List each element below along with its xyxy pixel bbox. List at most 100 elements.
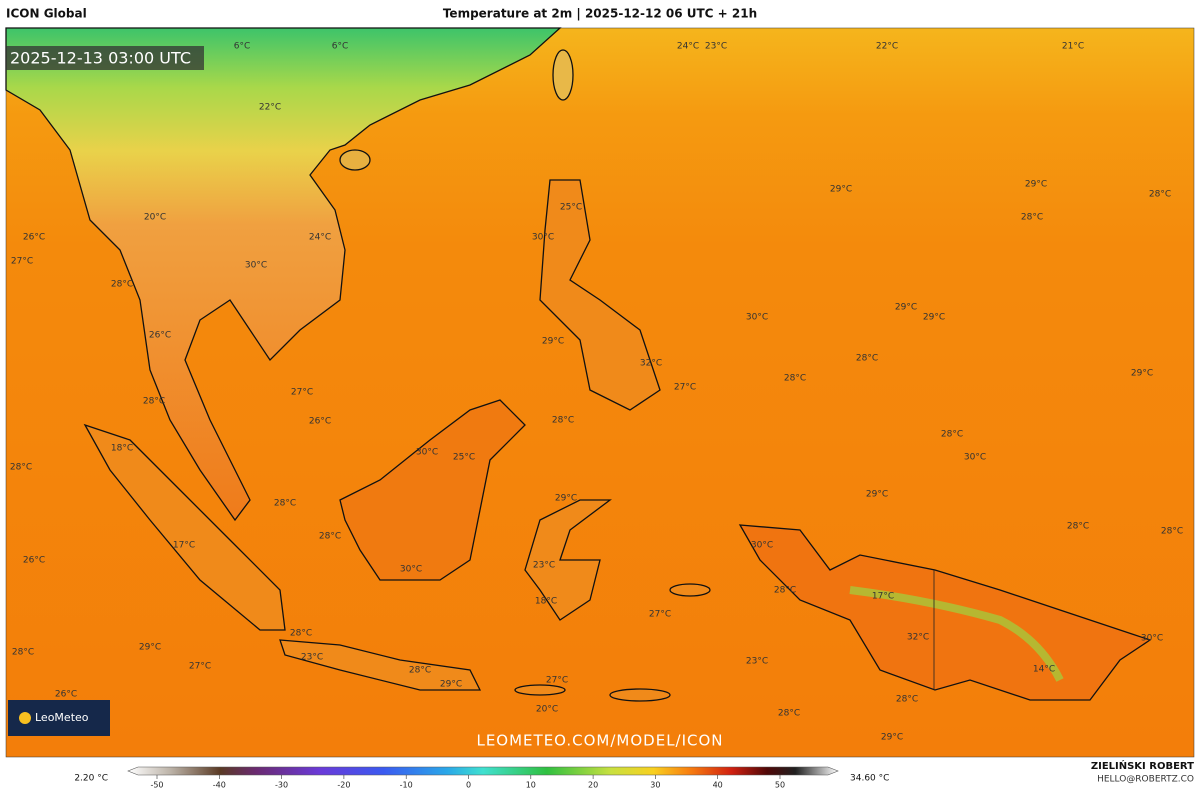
temperature-label: 24°C — [677, 42, 699, 52]
temperature-label: 17°C — [173, 541, 195, 551]
sumatra — [83, 423, 286, 631]
temperature-label: 25°C — [453, 453, 475, 463]
temperature-label: 29°C — [830, 185, 852, 195]
temperature-label: 20°C — [144, 213, 166, 223]
sulawesi — [524, 499, 612, 621]
timestamp: 2025-12-13 03:00 UTC — [10, 49, 191, 68]
colorbar: 2.20 °C 34.60 °C -50 -40 -30 -20 -10 0 10 20 30 4… — [74, 766, 889, 790]
temperature-label: 21°C — [1062, 42, 1084, 52]
temperature-label: 23°C — [746, 657, 768, 667]
temperature-label: 17°C — [872, 592, 894, 602]
temperature-label: 28°C — [290, 629, 312, 639]
temperature-label: 18°C — [535, 597, 557, 607]
temperature-label: 26°C — [149, 331, 171, 341]
philippines — [539, 179, 661, 411]
island — [514, 684, 566, 696]
temperature-label: 18°C — [111, 444, 133, 454]
temperature-label: 29°C — [542, 337, 564, 347]
temperature-label: 29°C — [1025, 180, 1047, 190]
temperature-label: 30°C — [746, 313, 768, 323]
temperature-label: 26°C — [23, 556, 45, 566]
temperature-label: 28°C — [1021, 213, 1043, 223]
temperature-label: 6°C — [332, 42, 349, 52]
java — [279, 639, 482, 691]
temperature-label: 27°C — [11, 257, 33, 267]
island — [609, 688, 671, 702]
temperature-label: 28°C — [784, 374, 806, 384]
temperature-label: 30°C — [964, 453, 986, 463]
temperature-label: 32°C — [907, 633, 929, 643]
mainland-asia — [5, 27, 562, 522]
colorbar-tick-label: 30 — [650, 781, 660, 790]
temperature-label: 29°C — [923, 313, 945, 323]
colorbar-tick-label: -30 — [275, 781, 288, 790]
colorbar-tick-label: 0 — [466, 781, 471, 790]
colorbar-tick-label: -50 — [150, 781, 163, 790]
author: ZIELIŃSKI ROBERT — [1091, 759, 1194, 772]
temperature-label: 29°C — [895, 303, 917, 313]
temperature-label: 22°C — [259, 103, 281, 113]
taiwan — [552, 49, 574, 101]
temperature-labels: 6°C 6°C 24°C 23°C 22°C 21°C 22°C 29°C 29°C 28°C 20… — [10, 42, 1183, 743]
temperature-label: 23°C — [533, 561, 555, 571]
temperature-label: 20°C — [536, 705, 558, 715]
temperature-label: 26°C — [23, 233, 45, 243]
temperature-label: 25°C — [560, 203, 582, 213]
logo-icon — [19, 712, 31, 724]
colorbar-ramp — [127, 766, 839, 776]
temperature-label: 26°C — [55, 690, 77, 700]
colorbar-tick-label: 40 — [713, 781, 723, 790]
colorbar-tick-label: 10 — [526, 781, 536, 790]
temperature-label: 28°C — [552, 416, 574, 426]
temperature-label: 28°C — [143, 397, 165, 407]
temperature-label: 28°C — [10, 463, 32, 473]
temperature-label: 28°C — [778, 709, 800, 719]
temperature-label: 28°C — [409, 666, 431, 676]
temperature-label: 28°C — [856, 354, 878, 364]
temperature-label: 24°C — [309, 233, 331, 243]
temperature-label: 30°C — [751, 541, 773, 551]
colorbar-tick-label: -20 — [337, 781, 350, 790]
temperature-label: 27°C — [546, 676, 568, 686]
highlands — [849, 586, 1064, 682]
temperature-label: 6°C — [234, 42, 251, 52]
temperature-label: 22°C — [876, 42, 898, 52]
temperature-label: 29°C — [555, 494, 577, 504]
temperature-label: 29°C — [881, 733, 903, 743]
temperature-label: 28°C — [1149, 190, 1171, 200]
timestamp-box — [6, 46, 204, 70]
temperature-label: 28°C — [774, 586, 796, 596]
temperature-label: 30°C — [400, 565, 422, 575]
temperature-label: 29°C — [1131, 369, 1153, 379]
temperature-label: 29°C — [866, 490, 888, 500]
temperature-label: 28°C — [1161, 527, 1183, 537]
model-name: ICON Global — [6, 7, 87, 21]
temperature-label: 23°C — [301, 653, 323, 663]
temperature-label: 23°C — [705, 42, 727, 52]
temperature-label: 29°C — [139, 643, 161, 653]
temperature-label: 29°C — [440, 680, 462, 690]
colorbar-tick-label: 50 — [775, 781, 785, 790]
temperature-label: 26°C — [309, 417, 331, 427]
logo: LeoMeteo — [35, 711, 89, 724]
watermark: LEOMETEO.COM/MODEL/ICON — [476, 732, 723, 750]
temperature-label: 28°C — [896, 695, 918, 705]
temperature-label: 27°C — [189, 662, 211, 672]
temperature-label: 30°C — [532, 233, 554, 243]
temperature-label: 27°C — [674, 383, 696, 393]
colorbar-tick-label: 20 — [588, 781, 598, 790]
map: 6°C 6°C 24°C 23°C 22°C 21°C 22°C 29°C 29°C 28°C 20… — [5, 27, 1195, 758]
temperature-label: 28°C — [111, 280, 133, 290]
temperature-label: 14°C — [1033, 665, 1055, 675]
temperature-label: 27°C — [649, 610, 671, 620]
min-label: 2.20 °C — [74, 774, 108, 784]
borneo — [339, 399, 526, 581]
temperature-label: 30°C — [1141, 634, 1163, 644]
map-title: Temperature at 2m | 2025-12-12 06 UTC + … — [443, 7, 757, 21]
temperature-label: 30°C — [416, 448, 438, 458]
hainan — [339, 149, 371, 171]
temperature-label: 28°C — [12, 648, 34, 658]
max-label: 34.60 °C — [850, 774, 889, 784]
temperature-label: 30°C — [245, 261, 267, 271]
